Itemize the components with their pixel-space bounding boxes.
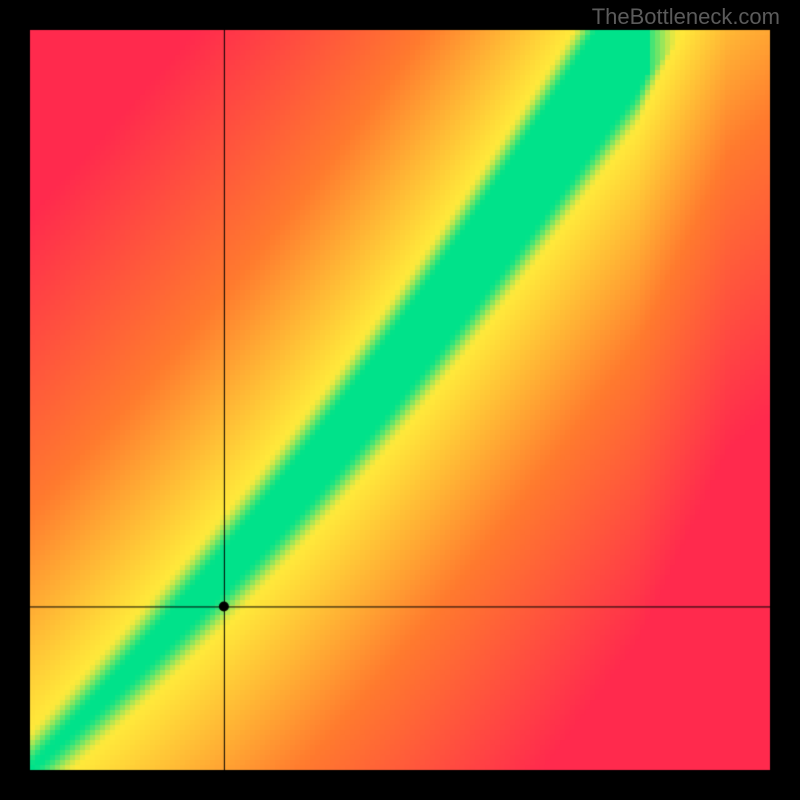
chart-container: TheBottleneck.com (0, 0, 800, 800)
bottleneck-heatmap (0, 0, 800, 800)
watermark-text: TheBottleneck.com (592, 4, 780, 30)
